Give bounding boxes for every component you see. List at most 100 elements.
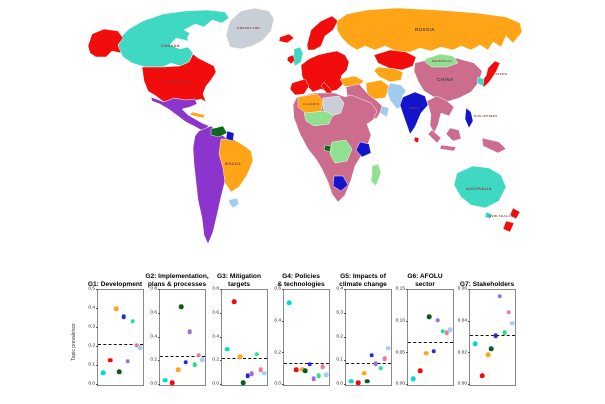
chart-panel-g5: G5: Impacts of climate change 0.0 0.1 0.2 0.3…	[332, 263, 394, 399]
plot-area: 0.0 0.1 0.2 0.3 0.4 0.5	[88, 287, 144, 386]
region-central-asia	[373, 66, 404, 83]
y-tick-mark	[281, 320, 284, 322]
region-west-africa-green	[303, 110, 334, 127]
chart-title: G5: Impacts of climate change	[332, 263, 394, 289]
y-tick-label: 0.3	[88, 324, 95, 330]
hudson-bay	[187, 31, 204, 46]
country-kazakhstan	[373, 49, 417, 71]
data-point	[125, 358, 130, 364]
y-tick-mark	[219, 336, 222, 338]
chart-title-line: plans & processes	[147, 280, 207, 288]
country-australia	[453, 165, 507, 209]
country-mongolia	[424, 53, 459, 68]
chart-title-line: G2: Implementation,	[145, 272, 209, 280]
y-tick-label: 0.0	[336, 381, 343, 387]
country-greenland	[225, 7, 275, 50]
data-point	[493, 333, 498, 339]
data-point	[316, 373, 321, 378]
map-label-algeria: ALGERIA	[303, 102, 320, 106]
data-point	[101, 370, 106, 375]
chart-title-line: sector	[415, 280, 435, 288]
country-united-kingdom	[291, 46, 304, 67]
data-point	[444, 330, 449, 336]
chart-panel-g1: G1: Development 0.0 0.1 0.2 0.3 0.4 0.5	[84, 263, 146, 399]
data-point	[178, 304, 184, 309]
data-point	[237, 354, 243, 359]
region-mexico-central-america	[150, 96, 210, 132]
y-tick-label: 0.4	[336, 286, 343, 292]
y-tick-label: 0.04	[457, 318, 467, 324]
data-point	[382, 356, 387, 362]
country-india	[399, 91, 429, 135]
data-point	[479, 373, 485, 378]
chart-title-line: G6: AFOLU	[407, 272, 443, 280]
map-label-greenland: GREENLAND	[237, 26, 260, 30]
data-point	[245, 373, 250, 378]
map-label-brazil: BRAZIL	[225, 162, 242, 166]
y-tick-label: 0.1	[336, 357, 343, 363]
data-point	[200, 357, 205, 363]
chart-title: G6: AFOLU sector	[394, 263, 456, 289]
y-tick-mark	[281, 384, 284, 385]
data-point	[510, 320, 515, 326]
country-canada	[117, 9, 230, 68]
data-point	[320, 364, 325, 370]
y-tick-mark	[219, 384, 222, 385]
data-point	[488, 346, 494, 351]
y-tick-label: 0.4	[150, 334, 157, 340]
y-tick-label: 0.6	[150, 310, 157, 316]
y-tick-label: 0.2	[336, 334, 343, 340]
mean-dashed-line	[470, 334, 515, 336]
data-point	[187, 329, 192, 334]
y-tick-label: 0.06	[457, 286, 467, 292]
plot-area: 0.00 0.02 0.04 0.06	[458, 287, 516, 386]
y-tick-mark	[343, 336, 346, 338]
y-tick-mark	[343, 312, 346, 314]
country-philippines	[464, 107, 474, 129]
data-point	[426, 314, 432, 319]
map-label-mongolia: MONGOLIA	[432, 59, 452, 63]
map-label-united-states: UNITED STATES	[163, 80, 192, 84]
chart-title: G4: Policies & technologies	[270, 263, 332, 289]
y-tick-label: 0.0	[212, 381, 219, 387]
chart-title: G1: Development	[84, 263, 146, 289]
data-point	[175, 367, 181, 372]
chart-panel-g3: G3: Mitigation targets 0.0 0.2 0.4 0.6 0.8	[208, 263, 270, 399]
y-tick-mark	[405, 320, 408, 322]
chart-title-line: G5: Impacts of	[340, 272, 386, 280]
y-tick-label: 0.2	[274, 349, 281, 355]
data-point	[299, 366, 305, 372]
data-point	[113, 306, 119, 312]
data-point	[423, 351, 429, 356]
data-point	[183, 360, 188, 365]
country-cuba	[189, 111, 206, 119]
y-tick-label: 0.05	[395, 349, 405, 355]
data-point	[231, 299, 237, 305]
data-point	[435, 318, 440, 323]
country-botswana	[332, 175, 349, 192]
y-tick-label: 0.0	[150, 381, 157, 387]
country-kenya	[355, 141, 372, 158]
y-tick-label: 0.00	[395, 381, 405, 387]
country-tasmania	[484, 211, 493, 220]
y-tick-mark	[343, 360, 346, 362]
y-tick-mark	[405, 289, 408, 290]
y-tick-label: 0.0	[88, 381, 95, 387]
y-tick-label: 0.3	[336, 310, 343, 316]
data-point	[373, 361, 378, 366]
data-point	[254, 351, 259, 357]
country-uruguay	[228, 197, 240, 209]
map-label-japan: JAPAN	[495, 72, 507, 76]
data-point	[163, 377, 168, 383]
data-point	[364, 379, 370, 384]
data-point	[225, 347, 230, 352]
y-tick-mark	[95, 289, 98, 290]
plot-area: 0.0 0.1 0.2 0.3 0.4	[336, 287, 392, 386]
mean-dashed-line	[284, 362, 329, 364]
data-point	[448, 327, 453, 333]
y-tick-mark	[95, 365, 98, 366]
chart-title-line: climate change	[339, 280, 387, 288]
y-tick-mark	[219, 360, 222, 362]
data-point	[169, 380, 175, 385]
plot-area: 0.0 0.2 0.4 0.6 0.8	[150, 287, 206, 386]
